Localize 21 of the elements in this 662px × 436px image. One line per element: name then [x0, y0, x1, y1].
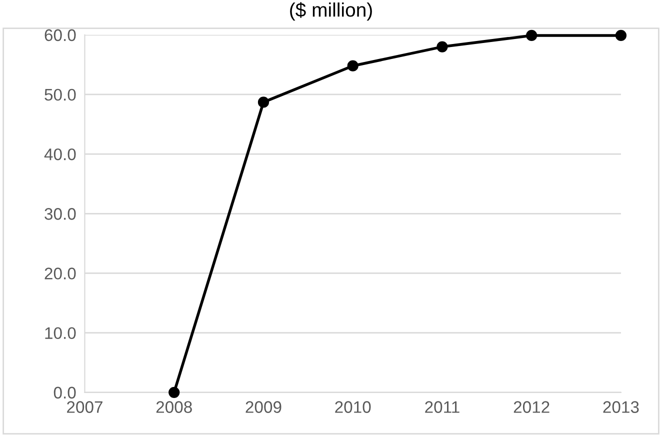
x-tick-label: 2007 [67, 401, 102, 413]
x-tick-label: 2011 [425, 401, 460, 413]
y-tick-label: 20.0 [44, 268, 76, 280]
point [436, 41, 448, 52]
point [258, 96, 270, 108]
point [526, 30, 538, 42]
x-tick-label: 2009 [246, 401, 282, 413]
point [347, 60, 358, 72]
y-tick-label: 60.0 [44, 29, 76, 42]
chart-title: ($ million) [290, 2, 372, 21]
x-tick-label: 2013 [603, 401, 639, 413]
x-tick-label: 2012 [514, 401, 550, 413]
y-tick-label: 40.0 [44, 148, 76, 160]
y-tick-label: 50.0 [44, 88, 76, 101]
point [615, 30, 627, 42]
y-tick-label: 0.0 [54, 386, 76, 399]
x-tick-label: 2008 [156, 401, 192, 413]
y-tick-label: 30.0 [44, 208, 76, 220]
y-tick-label: 10.0 [45, 327, 76, 340]
x-tick-label: 2010 [335, 401, 371, 413]
point [168, 386, 180, 398]
